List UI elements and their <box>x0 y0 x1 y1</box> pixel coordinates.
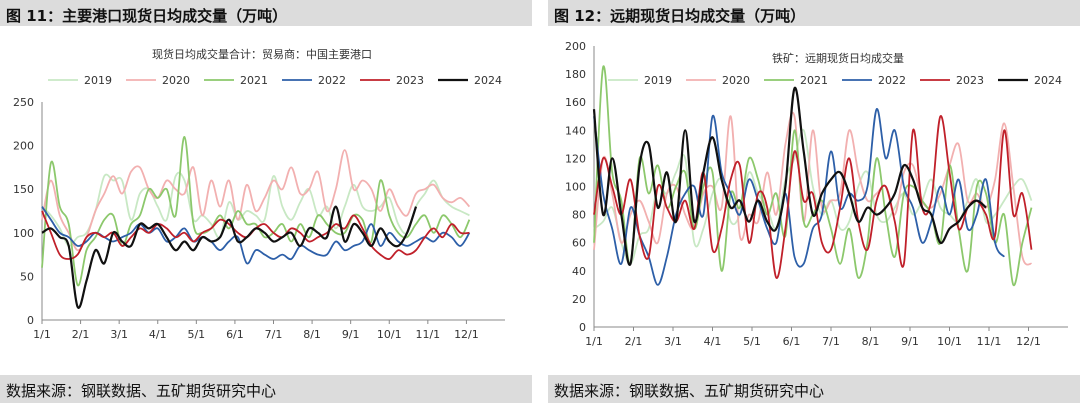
series-line-2021 <box>593 65 1033 286</box>
y-tick-label: 0 <box>579 321 586 334</box>
legend-item-2020: 2020 <box>686 74 750 87</box>
x-tick-label: 5/1 <box>743 335 761 348</box>
legend-item-2022: 2022 <box>282 74 346 87</box>
x-tick-label: 4/1 <box>149 328 167 341</box>
legend-label: 2019 <box>84 74 112 87</box>
y-tick-label: 20 <box>572 293 586 306</box>
legend-item-2023: 2023 <box>360 74 424 87</box>
legend-item-2020: 2020 <box>126 74 190 87</box>
legend-label: 2024 <box>474 74 502 87</box>
y-tick-label: 250 <box>13 96 34 109</box>
series-line-2020 <box>41 149 471 252</box>
chart-panel-left: 图 11：主要港口现货日均成交量（万吨） 现货日均成交量合计：贸易商：中国主要港… <box>0 0 532 403</box>
x-tick-label: 3/1 <box>110 328 128 341</box>
x-tick-label: 5/1 <box>187 328 205 341</box>
y-tick-label: 0 <box>27 314 34 327</box>
legend-item-2021: 2021 <box>764 74 828 87</box>
series-line-2021 <box>41 135 471 287</box>
x-tick-label: 10/1 <box>937 335 962 348</box>
x-tick-label: 8/1 <box>303 328 321 341</box>
x-tick-label: 2/1 <box>72 328 90 341</box>
series-line-2024 <box>41 205 418 309</box>
y-tick-label: 80 <box>572 209 586 222</box>
x-tick-label: 3/1 <box>664 335 682 348</box>
chart-panel-right: 图 12：远期现货日均成交量（万吨） 铁矿：远期现货日均成交量 2019 2020 2… <box>548 0 1080 403</box>
y-tick-label: 140 <box>565 124 586 137</box>
y-tick-label: 120 <box>565 152 586 165</box>
x-tick-label: 1/1 <box>33 328 51 341</box>
legend-label: 2023 <box>956 74 984 87</box>
legend-label: 2023 <box>396 74 424 87</box>
chart-title: 铁矿：远期现货日均成交量 <box>772 51 904 65</box>
x-tick-label: 4/1 <box>704 335 722 348</box>
series-line-2019 <box>41 171 470 247</box>
legend-label: 2022 <box>318 74 346 87</box>
data-source: 数据来源：钢联数据、五矿期货研究中心 <box>548 375 1080 403</box>
legend-item-2019: 2019 <box>48 74 112 87</box>
y-tick-label: 160 <box>565 96 586 109</box>
legend-item-2021: 2021 <box>204 74 268 87</box>
x-tick-label: 2/1 <box>625 335 643 348</box>
legend-label: 2019 <box>644 74 672 87</box>
y-tick-label: 40 <box>572 265 586 278</box>
line-chart-right: 铁矿：远期现货日均成交量 2019 2020 2021 2022 2023 2024 0 20 4… <box>565 40 1068 348</box>
data-source: 数据来源：钢联数据、五矿期货研究中心 <box>0 375 532 403</box>
y-tick-label: 200 <box>565 40 586 53</box>
y-tick-label: 200 <box>13 140 34 153</box>
legend-label: 2021 <box>240 74 268 87</box>
series-line-2022 <box>593 108 1005 286</box>
legend-label: 2024 <box>1034 74 1062 87</box>
line-chart-left: 现货日均成交量合计：贸易商：中国主要港口 2019 2020 2021 2022 2023… <box>13 47 505 341</box>
y-tick-label: 180 <box>565 68 586 81</box>
x-tick-label: 1/1 <box>585 335 603 348</box>
legend-item-2024: 2024 <box>438 74 502 87</box>
x-tick-label: 11/1 <box>415 328 440 341</box>
x-tick-label: 12/1 <box>454 328 479 341</box>
x-tick-label: 6/1 <box>783 335 801 348</box>
x-tick-label: 9/1 <box>342 328 360 341</box>
chart-title: 现货日均成交量合计：贸易商：中国主要港口 <box>152 47 372 61</box>
series-line-2024 <box>592 87 987 266</box>
x-tick-label: 8/1 <box>862 335 880 348</box>
series-line-2020 <box>593 112 1033 266</box>
x-tick-label: 12/1 <box>1016 335 1041 348</box>
x-tick-label: 10/1 <box>377 328 402 341</box>
legend-item-2019: 2019 <box>608 74 672 87</box>
legend-label: 2020 <box>722 74 750 87</box>
figure-title: 图 11：主要港口现货日均成交量（万吨） <box>0 0 532 26</box>
y-tick-label: 100 <box>565 181 586 194</box>
legend-item-2023: 2023 <box>920 74 984 87</box>
y-tick-label: 150 <box>13 183 34 196</box>
figure-title: 图 12：远期现货日均成交量（万吨） <box>548 0 1080 26</box>
x-tick-label: 7/1 <box>822 335 840 348</box>
x-tick-label: 6/1 <box>226 328 244 341</box>
legend-label: 2020 <box>162 74 190 87</box>
series-line-2023 <box>593 115 1033 279</box>
legend-item-2024: 2024 <box>998 74 1062 87</box>
y-tick-label: 100 <box>13 227 34 240</box>
x-tick-label: 7/1 <box>265 328 283 341</box>
series-line-2022 <box>41 206 471 265</box>
legend-label: 2022 <box>878 74 906 87</box>
legend-item-2022: 2022 <box>842 74 906 87</box>
x-tick-label: 9/1 <box>901 335 919 348</box>
y-tick-label: 50 <box>20 270 34 283</box>
legend-label: 2021 <box>800 74 828 87</box>
y-tick-label: 60 <box>572 237 586 250</box>
x-tick-label: 11/1 <box>977 335 1002 348</box>
